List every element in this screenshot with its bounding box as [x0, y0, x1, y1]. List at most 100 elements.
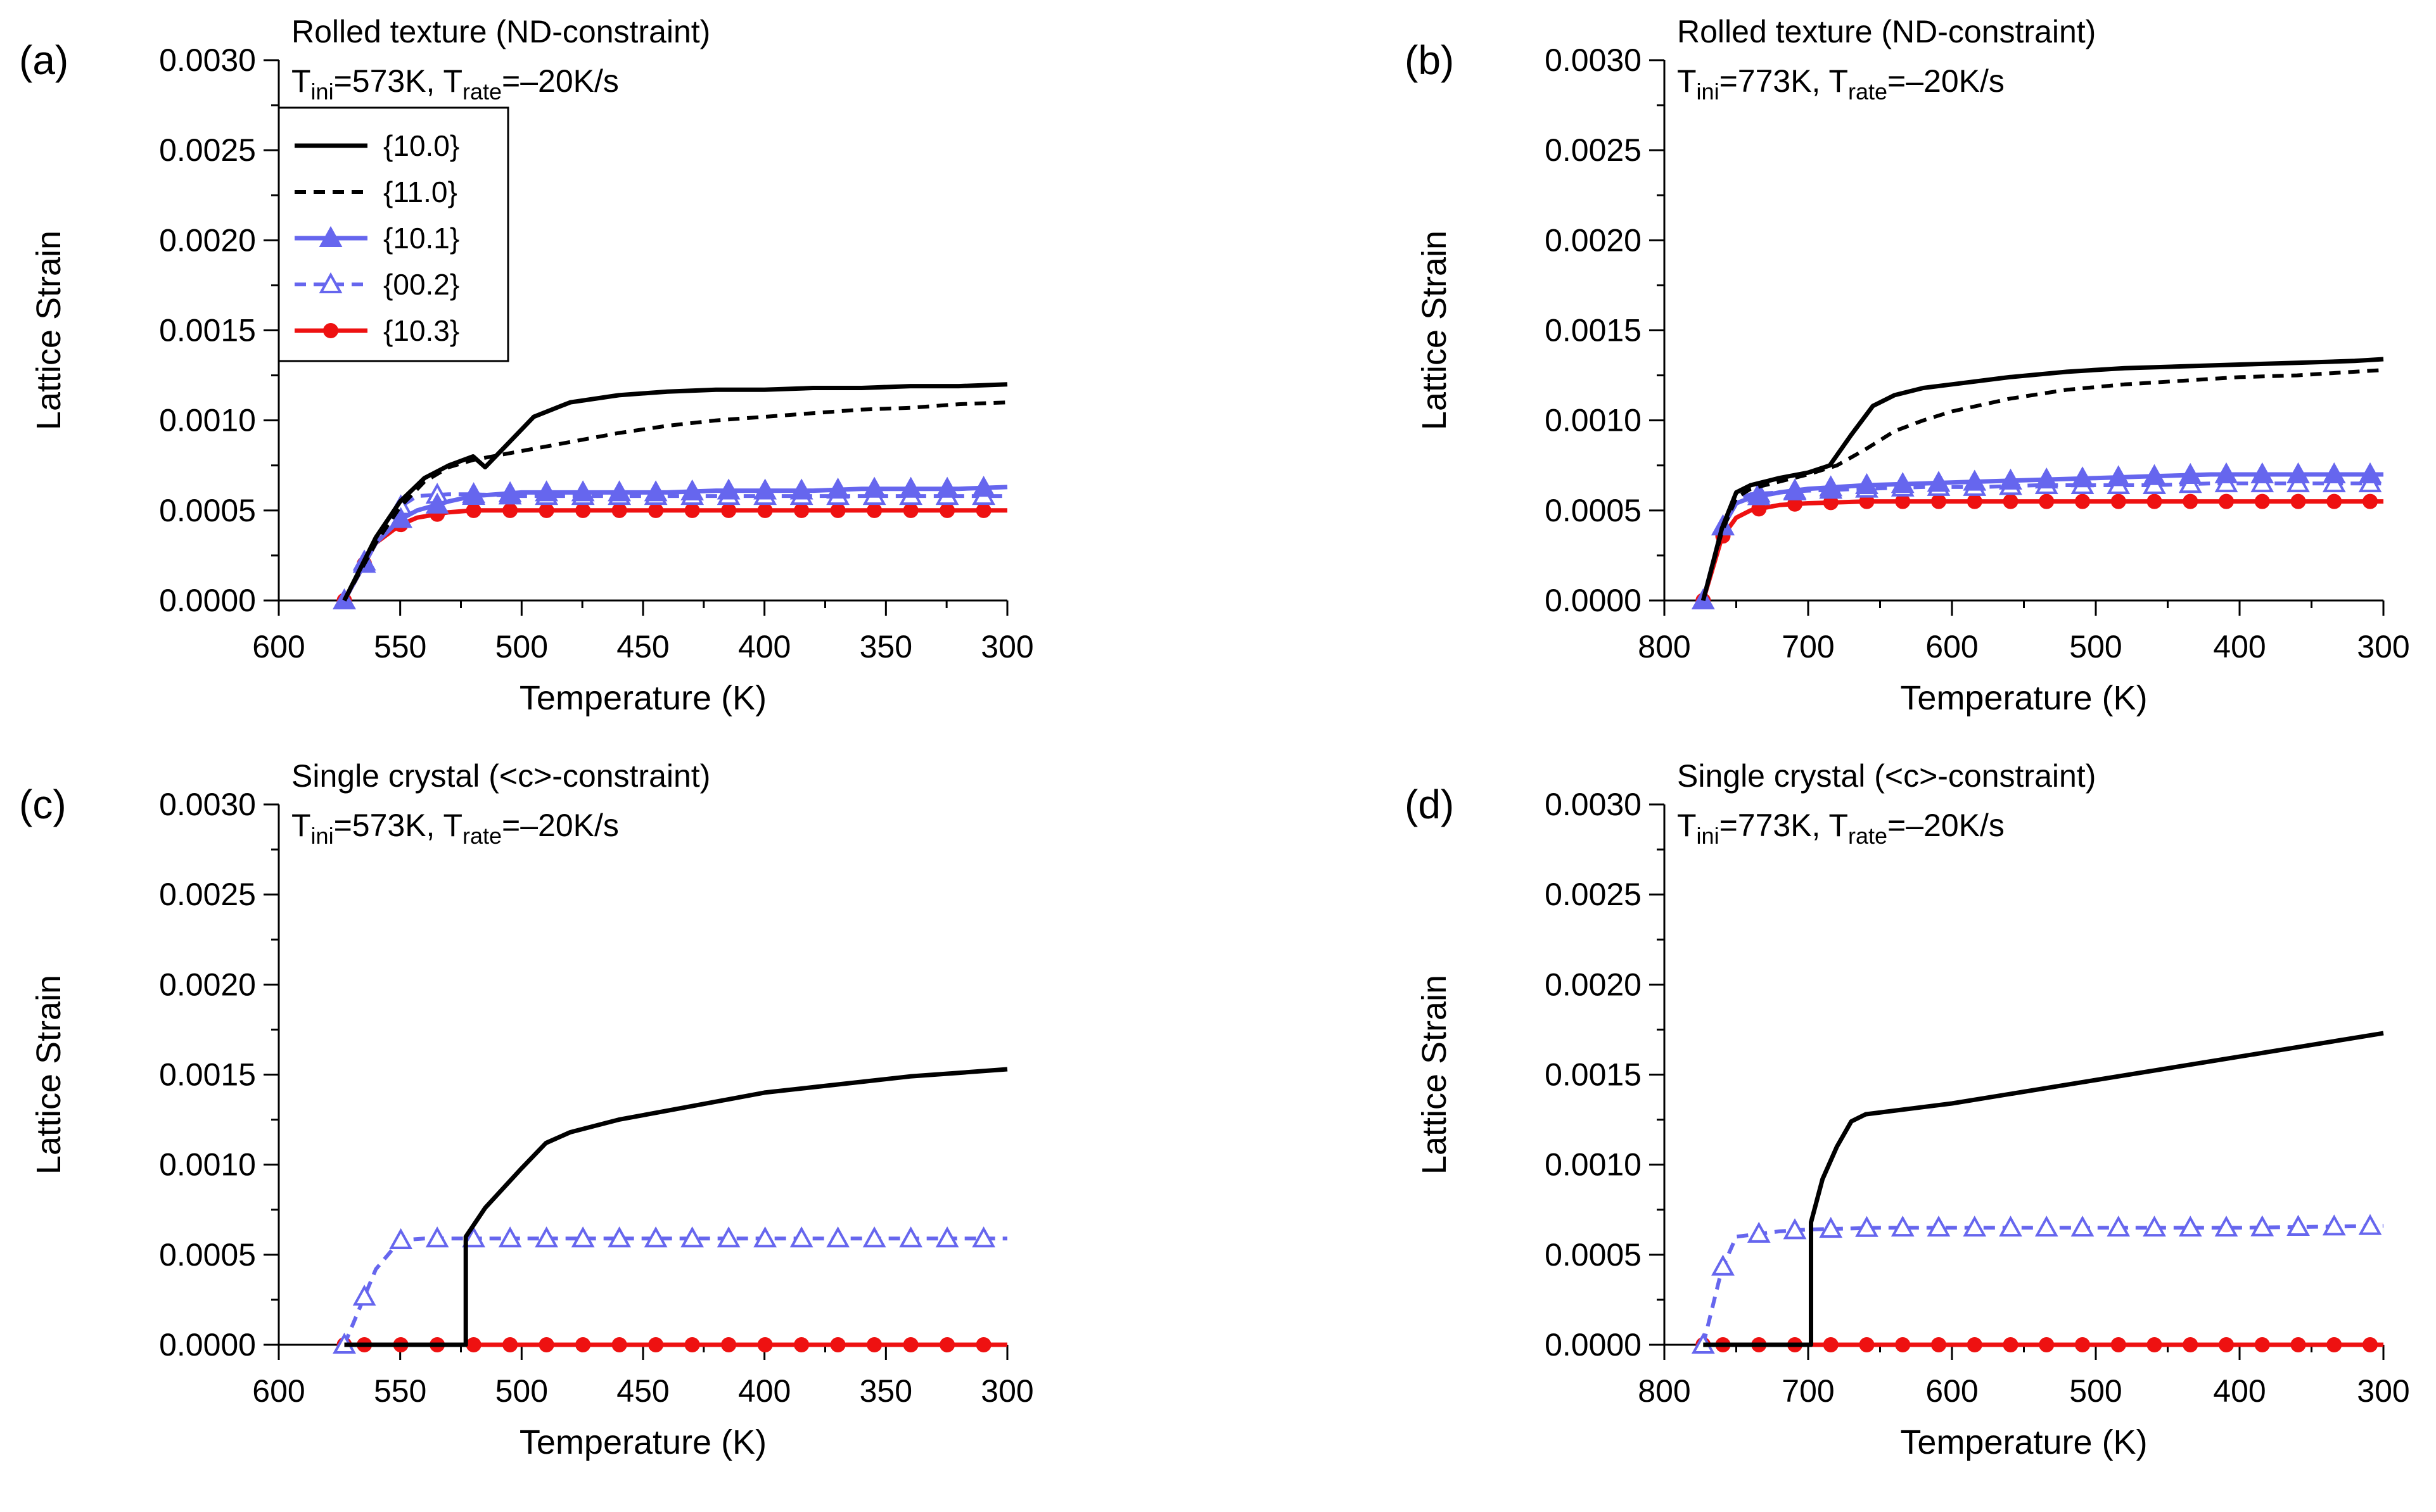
series-marker	[2004, 1338, 2018, 1352]
x-tick-label: 400	[738, 1373, 791, 1409]
series-marker	[867, 1338, 881, 1352]
panel-label: (b)	[1405, 37, 1454, 83]
x-tick-label: 300	[2357, 629, 2409, 664]
y-tick-label: 0.0010	[159, 403, 256, 438]
y-tick-label: 0.0015	[1545, 313, 1642, 348]
x-axis-title: Temperature (K)	[520, 1423, 767, 1461]
y-tick-label: 0.0000	[1545, 1327, 1642, 1363]
series-marker	[794, 1338, 808, 1352]
series-marker	[2039, 495, 2053, 509]
x-tick-label: 350	[860, 1373, 912, 1409]
series-line	[345, 1238, 1008, 1345]
x-tick-label: 550	[374, 629, 426, 664]
panel-title: Single crystal (<c>-constraint)	[1677, 758, 2096, 794]
series-103	[1696, 495, 2383, 607]
y-tick-label: 0.0015	[159, 1057, 256, 1093]
series-marker	[2076, 1338, 2089, 1352]
series-marker	[503, 504, 517, 518]
series-marker	[2148, 495, 2162, 509]
panel-subtitle: Tini=573K, Trate=–20K/s	[291, 808, 619, 849]
chart-panel: 0.0000 0.0005 0.0010 0.0015 0.0020 0.0025 0.00…	[19, 14, 1034, 717]
y-tick-label: 0.0000	[159, 583, 256, 618]
subscript: ini	[311, 823, 334, 849]
subscript: rate	[462, 79, 502, 105]
series-marker	[2148, 1338, 2162, 1352]
series-marker	[977, 1338, 991, 1352]
x-tick-label: 300	[981, 629, 1033, 664]
series-marker	[2255, 1338, 2269, 1352]
panel-title: Rolled texture (ND-constraint)	[291, 14, 710, 49]
series-marker	[2183, 1338, 2197, 1352]
x-tick-label: 400	[738, 629, 791, 664]
series-marker	[576, 1338, 590, 1352]
x-tick-label: 500	[2069, 1373, 2122, 1409]
x-axis-title: Temperature (K)	[1900, 1423, 2147, 1461]
series-marker	[867, 504, 881, 518]
series-marker	[2292, 1338, 2305, 1352]
series-marker	[540, 1338, 554, 1352]
subscript: ini	[1697, 823, 1719, 849]
panel-label: (d)	[1405, 782, 1454, 827]
series-marker	[2292, 495, 2305, 509]
series-marker	[2327, 495, 2341, 509]
y-tick-label: 0.0030	[1545, 787, 1642, 822]
series-line	[1703, 1226, 2383, 1345]
series-marker	[940, 504, 954, 518]
x-tick-label: 400	[2213, 629, 2266, 664]
series-marker	[2363, 1338, 2377, 1352]
subscript: ini	[1697, 79, 1719, 105]
series-101	[1693, 465, 2383, 608]
series-marker	[686, 1338, 699, 1352]
y-tick-label: 0.0005	[159, 493, 256, 528]
series-marker	[686, 504, 699, 518]
series-marker	[540, 504, 554, 518]
x-tick-label: 700	[1782, 1373, 1834, 1409]
subtitle-text: T	[291, 808, 311, 843]
y-tick-label: 0.0025	[159, 132, 256, 168]
series-marker	[722, 1338, 736, 1352]
legend: {10.0}{11.0}{10.1}{00.2}{10.3}	[279, 108, 508, 361]
subtitle-text: T	[443, 63, 462, 99]
legend-label: {10.0}	[383, 129, 459, 162]
subtitle-text: =773K,	[1719, 808, 1829, 843]
subscript: ini	[311, 79, 334, 105]
series-100	[1703, 1033, 2383, 1345]
y-tick-label: 0.0000	[1545, 583, 1642, 618]
subtitle-text: =–20K/s	[502, 63, 619, 99]
y-tick-label: 0.0030	[159, 787, 256, 822]
series-marker	[977, 504, 991, 518]
subtitle-text: =–20K/s	[1887, 63, 2005, 99]
legend-label: {10.1}	[383, 222, 459, 255]
series-marker	[503, 1338, 517, 1352]
x-axis-title: Temperature (K)	[1900, 679, 2147, 717]
series-marker	[722, 504, 736, 518]
series-100	[345, 1069, 1008, 1345]
x-tick-label: 600	[1925, 1373, 1978, 1409]
y-tick-label: 0.0020	[1545, 222, 1642, 258]
series-marker	[1824, 1338, 1838, 1352]
x-tick-label: 300	[2357, 1373, 2409, 1409]
series-marker	[904, 1338, 918, 1352]
x-tick-label: 450	[616, 629, 669, 664]
chart-panel: 0.0000 0.0005 0.0010 0.0015 0.0020 0.0025 0.00…	[19, 758, 1034, 1461]
series-marker	[829, 1229, 848, 1246]
subtitle-text: T	[443, 808, 462, 843]
subtitle-text: T	[1677, 808, 1697, 843]
subtitle-text: T	[291, 63, 311, 99]
legend-label: {10.3}	[383, 314, 459, 347]
series-103	[338, 504, 1008, 607]
series-marker	[2112, 1338, 2126, 1352]
y-tick-label: 0.0000	[159, 1327, 256, 1363]
y-tick-label: 0.0020	[159, 967, 256, 1002]
series-marker	[758, 1338, 772, 1352]
series-marker	[2219, 1338, 2233, 1352]
series-marker	[467, 504, 481, 518]
series-marker	[2039, 1338, 2053, 1352]
series-line	[1703, 502, 2383, 600]
series-marker	[831, 504, 845, 518]
x-tick-label: 800	[1638, 1373, 1690, 1409]
series-marker	[1860, 1338, 1874, 1352]
series-marker	[904, 504, 918, 518]
series-line	[345, 511, 1008, 600]
x-tick-label: 350	[860, 629, 912, 664]
